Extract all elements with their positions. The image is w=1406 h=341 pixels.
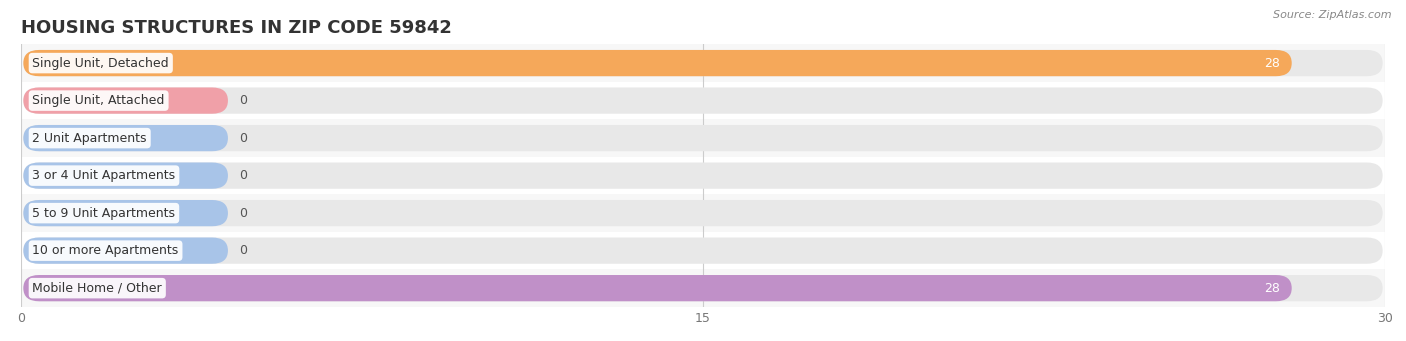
FancyBboxPatch shape xyxy=(24,125,228,151)
Bar xyxy=(21,232,1385,269)
FancyBboxPatch shape xyxy=(24,200,228,226)
Bar xyxy=(21,157,1385,194)
Text: 28: 28 xyxy=(1264,282,1281,295)
FancyBboxPatch shape xyxy=(24,162,1382,189)
Text: 0: 0 xyxy=(239,207,247,220)
Text: 10 or more Apartments: 10 or more Apartments xyxy=(32,244,179,257)
Bar xyxy=(21,194,1385,232)
Bar xyxy=(21,119,1385,157)
Text: Source: ZipAtlas.com: Source: ZipAtlas.com xyxy=(1274,10,1392,20)
Text: 5 to 9 Unit Apartments: 5 to 9 Unit Apartments xyxy=(32,207,176,220)
Text: 0: 0 xyxy=(239,244,247,257)
Text: HOUSING STRUCTURES IN ZIP CODE 59842: HOUSING STRUCTURES IN ZIP CODE 59842 xyxy=(21,19,451,37)
FancyBboxPatch shape xyxy=(24,87,1382,114)
Text: 3 or 4 Unit Apartments: 3 or 4 Unit Apartments xyxy=(32,169,176,182)
FancyBboxPatch shape xyxy=(24,275,1292,301)
Text: 28: 28 xyxy=(1264,57,1281,70)
FancyBboxPatch shape xyxy=(24,238,228,264)
Text: 0: 0 xyxy=(239,169,247,182)
FancyBboxPatch shape xyxy=(24,238,1382,264)
Text: 0: 0 xyxy=(239,132,247,145)
Bar xyxy=(21,44,1385,82)
FancyBboxPatch shape xyxy=(24,50,1382,76)
FancyBboxPatch shape xyxy=(24,200,1382,226)
Text: 2 Unit Apartments: 2 Unit Apartments xyxy=(32,132,148,145)
Text: Single Unit, Attached: Single Unit, Attached xyxy=(32,94,165,107)
FancyBboxPatch shape xyxy=(24,162,228,189)
FancyBboxPatch shape xyxy=(24,125,1382,151)
FancyBboxPatch shape xyxy=(24,50,1292,76)
Text: Single Unit, Detached: Single Unit, Detached xyxy=(32,57,169,70)
FancyBboxPatch shape xyxy=(24,87,228,114)
FancyBboxPatch shape xyxy=(24,275,1382,301)
Bar xyxy=(21,269,1385,307)
Text: Mobile Home / Other: Mobile Home / Other xyxy=(32,282,162,295)
Bar xyxy=(21,82,1385,119)
Text: 0: 0 xyxy=(239,94,247,107)
